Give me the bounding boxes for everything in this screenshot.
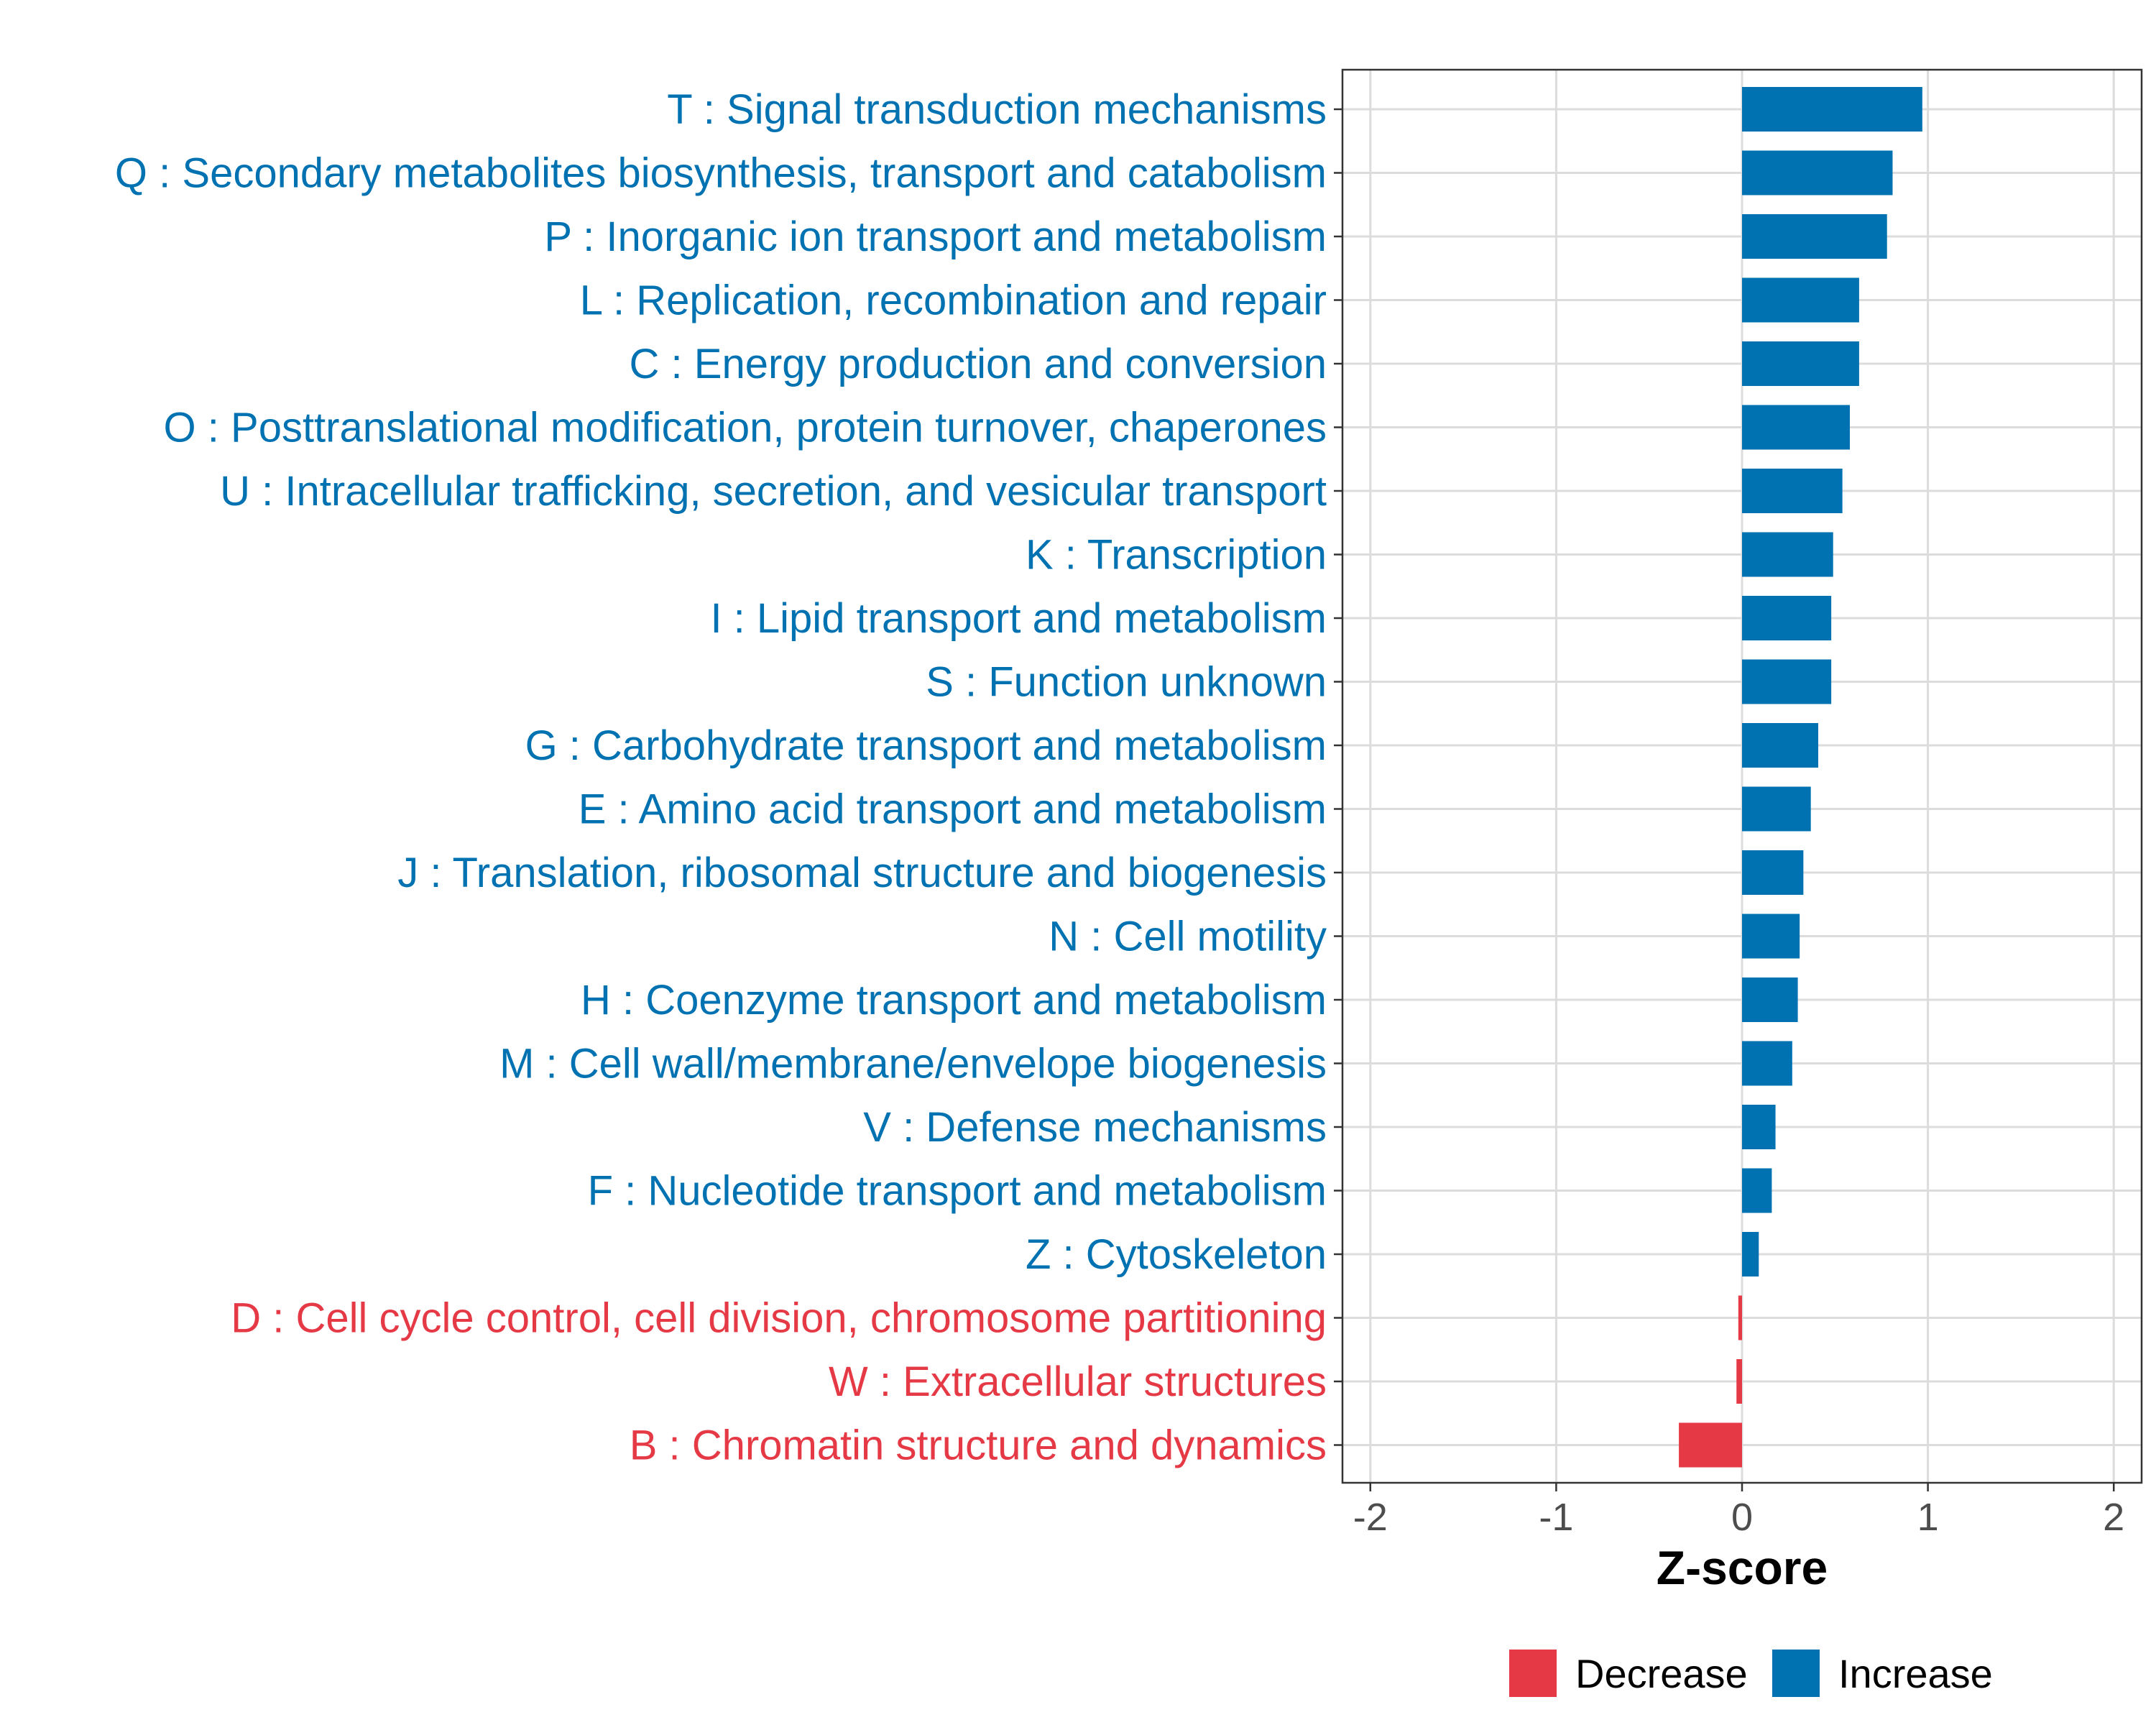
bar (1742, 914, 1800, 959)
category-label: I : Lipid transport and metabolism (710, 595, 1327, 642)
bar (1742, 1041, 1792, 1086)
bar (1742, 786, 1811, 832)
legend-swatch (1772, 1650, 1820, 1697)
category-label: F : Nucleotide transport and metabolism (588, 1168, 1327, 1215)
category-label: U : Intracellular trafficking, secretion… (220, 468, 1327, 515)
category-label: V : Defense mechanisms (863, 1104, 1327, 1151)
y-axis-category-labels: T : Signal transduction mechanisms Q : Se… (115, 86, 1327, 1469)
category-label: K : Transcription (1026, 532, 1327, 579)
category-label: Q : Secondary metabolites biosynthesis, … (115, 150, 1327, 197)
bar (1742, 405, 1850, 450)
legend-swatch (1509, 1650, 1557, 1697)
category-label: Z : Cytoskeleton (1026, 1231, 1327, 1278)
bar (1742, 723, 1819, 768)
y-axis-ticks (1334, 108, 1342, 1446)
bar (1742, 596, 1832, 640)
category-label: N : Cell motility (1049, 914, 1327, 960)
bar (1736, 1359, 1742, 1404)
category-label: L : Replication, recombination and repai… (580, 277, 1327, 324)
bar-layer (1679, 87, 1922, 1468)
bar (1742, 1232, 1759, 1276)
x-tick-label: 2 (2103, 1496, 2124, 1539)
category-label: M : Cell wall/membrane/envelope biogenes… (499, 1041, 1327, 1087)
bar (1742, 1105, 1776, 1149)
category-label: S : Function unknown (926, 659, 1327, 706)
category-label: T : Signal transduction mechanisms (667, 86, 1327, 133)
bar (1742, 850, 1804, 895)
legend: Decrease Increase (1509, 1650, 1993, 1697)
category-label: E : Amino acid transport and metabolism (579, 786, 1327, 833)
category-label: H : Coenzyme transport and metabolism (581, 977, 1327, 1024)
bar (1742, 214, 1887, 259)
x-tick-label: 0 (1731, 1496, 1753, 1539)
category-label: P : Inorganic ion transport and metaboli… (544, 213, 1327, 260)
bar (1742, 532, 1833, 577)
category-label: W : Extracellular structures (829, 1358, 1327, 1405)
bar (1742, 978, 1798, 1022)
category-label: J : Translation, ribosomal structure and… (397, 850, 1327, 896)
category-label: O : Posttranslational modification, prot… (164, 405, 1327, 451)
x-tick-label: 1 (1917, 1496, 1939, 1539)
bar (1742, 659, 1832, 704)
bar (1742, 469, 1843, 513)
bar (1738, 1295, 1742, 1340)
legend-label: Increase (1838, 1651, 1993, 1696)
bar (1742, 150, 1893, 196)
bar (1742, 277, 1859, 323)
legend-label: Decrease (1575, 1651, 1748, 1696)
category-label: C : Energy production and conversion (630, 341, 1327, 387)
bar (1742, 341, 1859, 386)
x-axis-ticks: -2 -1 0 1 2 (1353, 1483, 2124, 1539)
x-tick-label: -1 (1539, 1496, 1573, 1539)
x-tick-label: -2 (1353, 1496, 1388, 1539)
x-axis-title: Z-score (1657, 1541, 1828, 1594)
category-label: G : Carbohydrate transport and metabolis… (525, 722, 1327, 769)
bar (1742, 87, 1922, 132)
category-label: B : Chromatin structure and dynamics (630, 1422, 1327, 1469)
bar (1742, 1168, 1772, 1213)
category-label: D : Cell cycle control, cell division, c… (231, 1295, 1327, 1342)
bar (1679, 1422, 1742, 1468)
